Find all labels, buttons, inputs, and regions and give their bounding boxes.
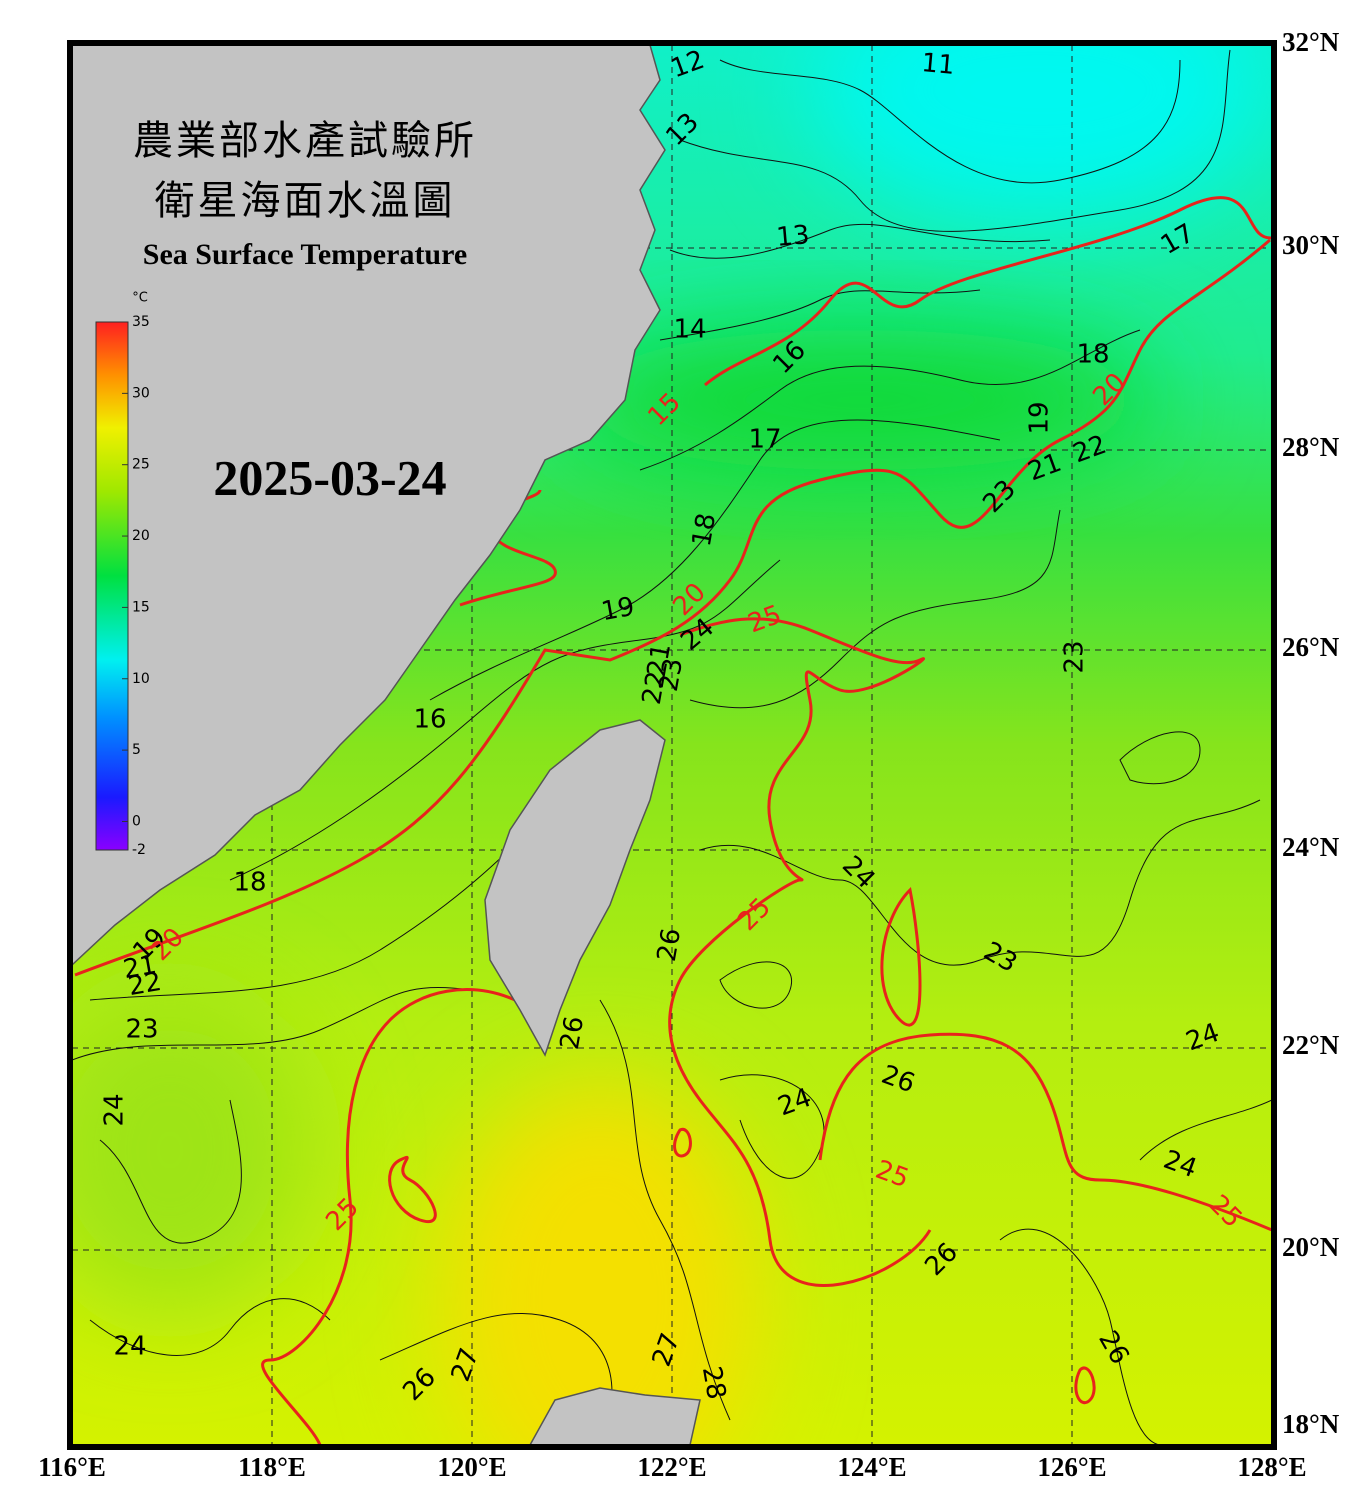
map-area <box>72 45 1272 1445</box>
mainland-china <box>72 45 666 967</box>
contour-label: 18 <box>687 511 722 549</box>
lon-label: 120°E <box>437 1452 506 1482</box>
isotherm <box>1139 1099 1272 1161</box>
isotherm <box>429 419 1001 701</box>
contour-label: 18 <box>1076 340 1109 370</box>
isotherm-25 <box>261 988 516 1445</box>
cold-pool <box>810 45 1270 220</box>
colorbar-tick-label: 10 <box>132 671 150 687</box>
taiwan <box>484 719 666 1057</box>
title-en: Sea Surface Temperature <box>143 238 467 271</box>
colorbar <box>95 321 129 851</box>
isotherm <box>99 1099 242 1244</box>
contour-label: 22 <box>637 669 672 707</box>
isotherm <box>1119 731 1201 785</box>
contour-label: 13 <box>775 220 811 253</box>
lat-label: 32°N <box>1282 27 1340 57</box>
contour-label: 11 <box>920 48 956 81</box>
isotherm-20 <box>74 238 1271 977</box>
lat-label: 30°N <box>1282 230 1340 260</box>
isotherm <box>669 223 1051 259</box>
isotherm <box>719 961 792 1009</box>
lat-label: 18°N <box>1282 1409 1340 1439</box>
isotherm <box>659 289 981 341</box>
colorbar-tick-label: 5 <box>132 742 141 758</box>
lon-label: 124°E <box>837 1452 906 1482</box>
colorbar-tick-label: 30 <box>132 385 150 401</box>
colorbar-tick-label: 25 <box>132 457 150 473</box>
contour-label: 24 <box>100 1093 130 1126</box>
contour-label: 21 <box>642 641 677 679</box>
contour-label: 22 <box>126 967 164 1002</box>
title-zh: 衛星海面水溫圖 <box>155 178 456 223</box>
colorbar-ticks: 35 30 25 20 15 10 5 0 -2 <box>122 314 150 858</box>
isotherm <box>639 329 1141 471</box>
lat-label: 24°N <box>1282 832 1340 862</box>
green-band <box>560 330 1160 470</box>
isotherm <box>699 799 1261 966</box>
contour-label: 24 <box>113 1332 146 1362</box>
contour-label: 14 <box>673 315 706 345</box>
isotherm <box>599 999 731 1421</box>
luzon <box>529 1387 701 1445</box>
colorbar-unit: °C <box>132 291 148 306</box>
contour-label: 18 <box>233 868 266 898</box>
lon-label: 116°E <box>38 1452 106 1482</box>
lon-label: 118°E <box>238 1452 306 1482</box>
colorbar-tick-label: 20 <box>132 528 150 544</box>
contour-label: 28 <box>696 1364 731 1402</box>
isotherm <box>89 1298 331 1356</box>
isotherm <box>689 509 1061 709</box>
contour-label: 26 <box>652 926 687 964</box>
contour-label: 23 <box>1060 640 1090 673</box>
map-frame <box>67 40 1277 1450</box>
isotherm-25 <box>1074 1366 1096 1404</box>
contour-label: 17 <box>748 425 781 455</box>
isotherm <box>679 49 1231 232</box>
contour-label: 23 <box>654 656 689 694</box>
isotherm-25 <box>673 1127 692 1158</box>
isotherm-25 <box>818 1032 1272 1232</box>
colorbar-tick-label: 15 <box>132 599 150 615</box>
lat-label: 26°N <box>1282 632 1340 662</box>
major-isotherms <box>74 196 1272 1445</box>
lon-label: 126°E <box>1037 1452 1106 1482</box>
isotherm-25 <box>388 1155 437 1224</box>
isotherm <box>719 59 1181 184</box>
lon-label: 122°E <box>637 1452 706 1482</box>
date: 2025-03-24 <box>213 449 446 505</box>
warm-pool <box>440 1080 760 1445</box>
contour-label: 21 <box>121 950 159 985</box>
lat-label: 28°N <box>1282 432 1340 462</box>
colorbar-tick-label: -2 <box>132 842 146 858</box>
contour-label: 23 <box>125 1015 158 1045</box>
title-zh: 農業部水產試驗所 <box>133 118 477 163</box>
axis-labels: 116°E 118°E 120°E 122°E 124°E 126°E 128°E 32°N 3… <box>38 27 1340 1482</box>
land <box>72 45 701 1445</box>
sea-patch <box>72 990 310 1310</box>
colorbar-tick-label: 35 <box>132 314 150 330</box>
isotherm <box>999 1228 1161 1445</box>
isotherm <box>72 986 471 1061</box>
lon-label: 128°E <box>1237 1452 1306 1482</box>
isotherm-25 <box>880 886 922 1027</box>
lat-label: 20°N <box>1282 1232 1340 1262</box>
contour-label: 19 <box>1025 401 1055 434</box>
contour-label: 16 <box>413 705 446 735</box>
lat-label: 22°N <box>1282 1030 1340 1060</box>
contour-label: 19 <box>599 592 637 627</box>
contour-label: 26 <box>555 1014 590 1052</box>
isotherm-25 <box>668 617 932 1287</box>
isotherm-15 <box>704 196 1272 387</box>
colorbar-tick-label: 0 <box>132 813 141 829</box>
